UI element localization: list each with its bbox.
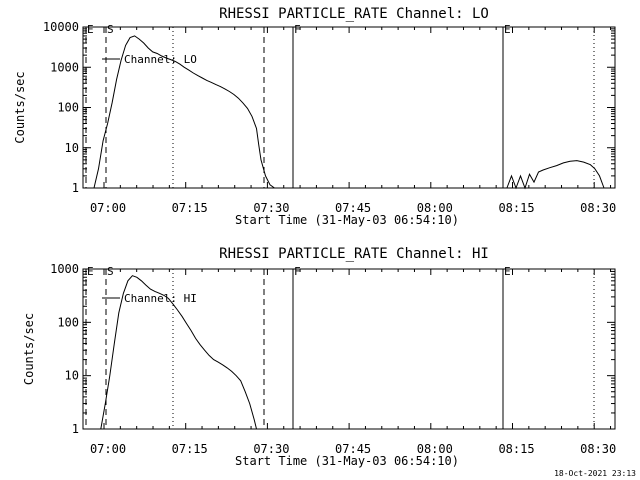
plot-frame xyxy=(82,26,616,189)
y-tick-label: 1 xyxy=(72,422,79,436)
x-axis-label: Start Time (31-May-03 06:54:10) xyxy=(235,213,459,227)
legend-label: Channel: HI xyxy=(124,292,197,305)
series-line-1 xyxy=(93,35,275,189)
event-marker-label: S xyxy=(107,265,114,278)
chart-panel-2: RHESSI PARTICLE_RATE Channel: HI Start Ti… xyxy=(22,246,616,468)
x-tick-label: 08:00 xyxy=(417,442,453,456)
timestamp-label: 18-Oct-2021 23:13 xyxy=(554,469,636,478)
event-marker-label: F xyxy=(294,23,301,36)
chart-panel-1: RHESSI PARTICLE_RATE Channel: LO Start Ti… xyxy=(13,6,616,227)
y-tick-label: 1000 xyxy=(50,60,79,74)
y-tick-label: 10 xyxy=(65,141,79,155)
event-marker-label: E xyxy=(504,265,511,278)
x-tick-label: 08:15 xyxy=(498,442,534,456)
x-tick-label: 07:00 xyxy=(90,201,126,215)
x-tick-label: 08:00 xyxy=(417,201,453,215)
y-tick-label: 1 xyxy=(72,181,79,195)
legend-label: Channel: LO xyxy=(124,53,197,66)
x-tick-label: 08:30 xyxy=(580,442,616,456)
y-tick-label: 10000 xyxy=(43,20,79,34)
y-axis-label: Counts/sec xyxy=(13,71,27,143)
x-tick-label: 07:30 xyxy=(253,442,289,456)
x-tick-label: 07:45 xyxy=(335,201,371,215)
x-tick-label: 07:00 xyxy=(90,442,126,456)
x-tick-label: 07:15 xyxy=(172,442,208,456)
event-marker-label: E xyxy=(504,23,511,36)
y-tick-label: 1000 xyxy=(50,262,79,276)
event-marker-label: S xyxy=(107,23,114,36)
y-tick-label: 10 xyxy=(65,369,79,383)
x-tick-label: 08:30 xyxy=(580,201,616,215)
x-axis-label: Start Time (31-May-03 06:54:10) xyxy=(235,454,459,468)
x-tick-label: 07:30 xyxy=(253,201,289,215)
series-line-2 xyxy=(506,160,605,190)
x-tick-label: 07:45 xyxy=(335,442,371,456)
event-marker-label: E xyxy=(87,23,94,36)
chart-title: RHESSI PARTICLE_RATE Channel: LO xyxy=(219,6,489,22)
chart-title: RHESSI PARTICLE_RATE Channel: HI xyxy=(219,246,489,262)
event-marker-label: F xyxy=(294,265,301,278)
x-tick-label: 08:15 xyxy=(498,201,534,215)
y-tick-label: 100 xyxy=(57,315,79,329)
y-tick-label: 100 xyxy=(57,101,79,115)
series-line-1 xyxy=(100,275,257,430)
y-axis-label: Counts/sec xyxy=(22,313,36,385)
x-tick-label: 07:15 xyxy=(172,201,208,215)
event-marker-label: E xyxy=(87,265,94,278)
